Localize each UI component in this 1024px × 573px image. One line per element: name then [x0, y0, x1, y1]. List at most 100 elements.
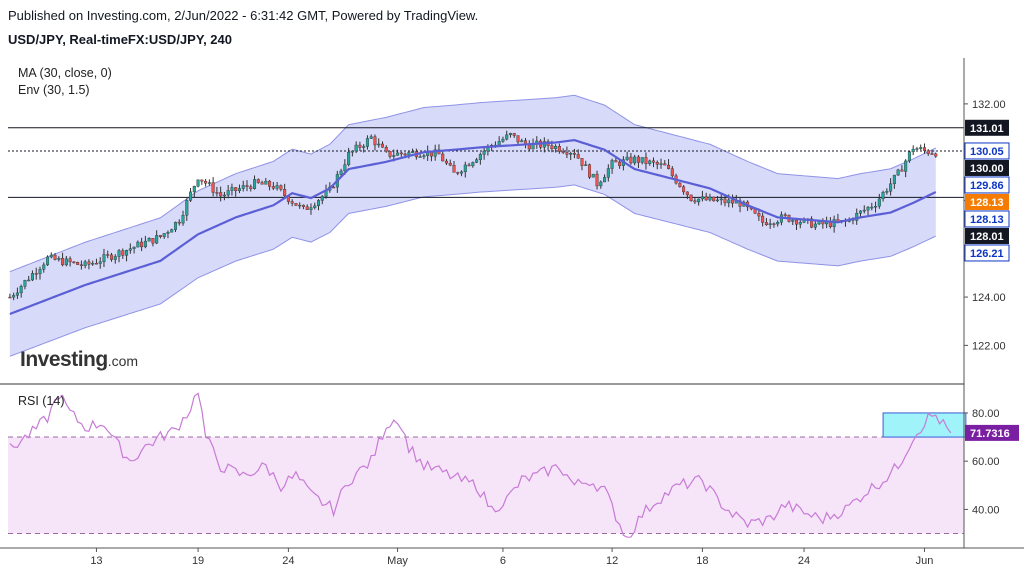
envelope-band [9, 95, 936, 357]
rsi-value-badge-box [965, 424, 1019, 441]
candle [501, 136, 505, 143]
price-tick-label: 122.00 [972, 340, 1006, 352]
candle-body [633, 156, 637, 164]
logo-suffix: .com [107, 353, 139, 369]
candle [373, 134, 377, 151]
candle-body [794, 219, 799, 225]
candle [667, 159, 671, 170]
candle-body [919, 147, 923, 149]
candle [685, 191, 689, 200]
candle-body [109, 254, 114, 260]
candle-body [399, 152, 403, 155]
candle [185, 198, 189, 221]
candle-body [253, 179, 257, 189]
candle-body [189, 191, 193, 201]
price-badge-box [964, 210, 1010, 228]
candle [132, 246, 136, 254]
rsi-band-fill [8, 437, 964, 534]
candle [603, 174, 607, 183]
candle [162, 233, 166, 239]
candle-body [34, 273, 38, 275]
candle-body [444, 160, 448, 164]
candle-body [599, 181, 603, 187]
candle-body [471, 162, 475, 166]
candle-body [143, 240, 147, 248]
candle [934, 152, 938, 158]
ma-indicator-label[interactable]: MA (30, close, 0) [18, 66, 112, 80]
rsi-pane[interactable] [8, 392, 967, 538]
candle-body [587, 164, 592, 178]
candle [15, 287, 19, 299]
price-tick-label: 132.00 [972, 99, 1006, 111]
candle [651, 157, 656, 168]
candle [866, 206, 870, 216]
candle [482, 147, 486, 160]
candle [264, 178, 268, 185]
candle-body [275, 185, 279, 189]
candle-body [791, 219, 795, 222]
candle [911, 145, 915, 156]
candle [30, 270, 34, 282]
candle [572, 148, 576, 159]
candle [27, 275, 31, 282]
candle-body [46, 256, 50, 266]
envelope-indicator-label[interactable]: Env (30, 1.5) [18, 83, 90, 97]
price-badge-label: 128.13 [970, 214, 1004, 226]
candle [204, 178, 208, 187]
candle [874, 201, 878, 213]
candle-body [147, 238, 151, 242]
candle [79, 260, 83, 270]
candle-body [768, 223, 772, 226]
candle [832, 215, 836, 233]
candle-body [900, 169, 904, 172]
published-line: Published on Investing.com, 2/Jun/2022 -… [8, 8, 479, 23]
candle [648, 159, 652, 166]
candle [411, 148, 415, 154]
candle-body [279, 185, 283, 190]
envelope-upper-line [9, 94, 936, 273]
candle [768, 218, 772, 229]
candle [678, 182, 682, 188]
candle [12, 292, 16, 301]
candle-body [162, 233, 166, 237]
candle-body [475, 159, 479, 163]
candle [456, 171, 460, 176]
price-pane[interactable] [8, 94, 964, 357]
candle [170, 228, 174, 233]
candle-body [362, 146, 366, 148]
candle [508, 132, 512, 138]
candle [772, 222, 776, 228]
candle [629, 153, 633, 165]
candle-body [610, 160, 614, 169]
candle [569, 151, 573, 161]
price-badge-box [965, 159, 1009, 176]
candle-body [881, 191, 885, 200]
candle-body [27, 279, 31, 282]
candle [42, 262, 46, 273]
candle [8, 293, 12, 299]
candle-body [260, 182, 264, 185]
candle [301, 204, 305, 210]
candle [441, 150, 445, 162]
candle-body [670, 168, 674, 177]
candle-body [922, 147, 926, 151]
candle-body [723, 198, 727, 204]
rsi-indicator-label[interactable]: RSI (14) [18, 394, 65, 408]
candle [234, 187, 238, 197]
candle-body [151, 238, 155, 244]
candle-body [456, 172, 460, 174]
candle [448, 159, 452, 167]
candle-body [339, 170, 343, 175]
candle [640, 157, 644, 165]
candle-body [512, 133, 516, 136]
candle-body [53, 254, 57, 260]
candle-body [926, 150, 930, 154]
candle-body [776, 222, 780, 225]
candle-body [204, 181, 208, 184]
candle-body [49, 254, 53, 258]
candle [158, 235, 162, 239]
candle [922, 143, 926, 154]
time-tick-label: Jun [916, 555, 934, 567]
price-badge-box [965, 227, 1009, 244]
candle-body [892, 174, 896, 185]
